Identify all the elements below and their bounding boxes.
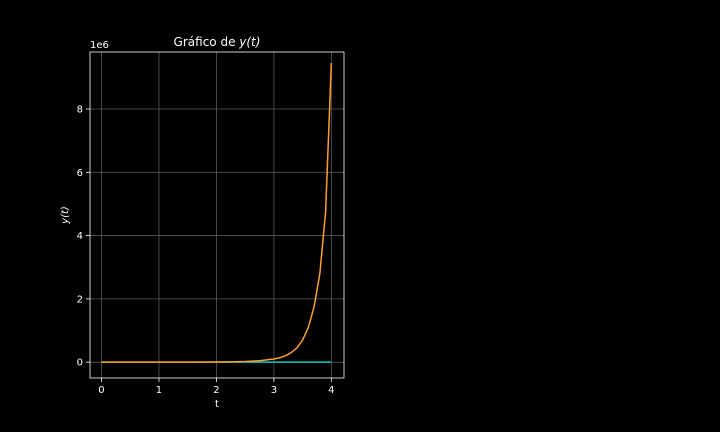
x-tick-label: 2	[213, 385, 219, 396]
y-tick-label: 4	[77, 231, 83, 242]
y-tick-label: 8	[77, 104, 83, 115]
y-tick-label: 6	[77, 168, 83, 179]
y-axis-label: y(t)	[60, 206, 71, 225]
x-axis-ticks: 0 1 2 3 4	[98, 378, 335, 396]
y-offset-label: 1e6	[90, 40, 109, 51]
y-tick-label: 0	[77, 358, 83, 369]
plot-frame	[89, 51, 345, 379]
x-tick-label: 4	[328, 385, 334, 396]
x-tick-label: 0	[98, 385, 104, 396]
chart-title: Gráfico de y(t)	[174, 35, 261, 49]
series-layer	[101, 63, 333, 363]
y-axis-ticks: 0 2 4 6 8	[77, 104, 90, 369]
y-tick-label: 2	[77, 294, 83, 305]
x-axis-label: t	[215, 399, 219, 410]
x-tick-label: 3	[271, 385, 277, 396]
series-line-2	[101, 63, 333, 363]
x-tick-label: 1	[156, 385, 162, 396]
